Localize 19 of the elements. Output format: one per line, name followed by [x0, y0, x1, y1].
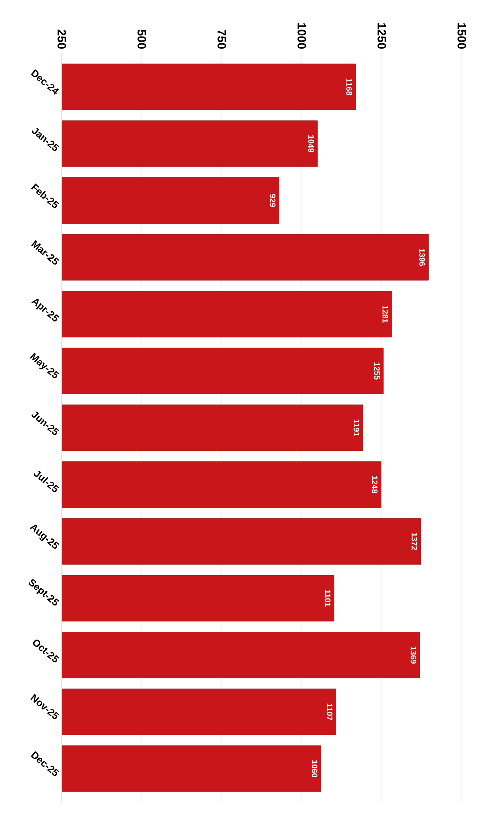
data-label: 1049: [308, 136, 314, 153]
data-label: 1372: [412, 533, 418, 550]
x-tick-label: 1000: [298, 24, 306, 49]
x-tick-label: 1250: [378, 24, 386, 49]
data-label: 1060: [312, 760, 318, 778]
data-label: 1248: [372, 476, 378, 494]
data-label: 1255: [374, 362, 380, 380]
data-label: 1396: [420, 249, 426, 266]
data-label: 1168: [346, 78, 352, 96]
x-tick-label: 250: [58, 30, 66, 49]
data-label: 1191: [354, 420, 360, 436]
x-tick-label: 750: [218, 30, 226, 49]
x-tick-label: 500: [138, 30, 146, 49]
data-label: 1101: [325, 590, 331, 607]
x-tick-label: 1500: [458, 24, 466, 49]
data-label: 929: [270, 194, 276, 208]
data-label: 1281: [382, 306, 388, 324]
data-label: 1107: [327, 704, 333, 720]
data-label: 1369: [410, 646, 417, 664]
